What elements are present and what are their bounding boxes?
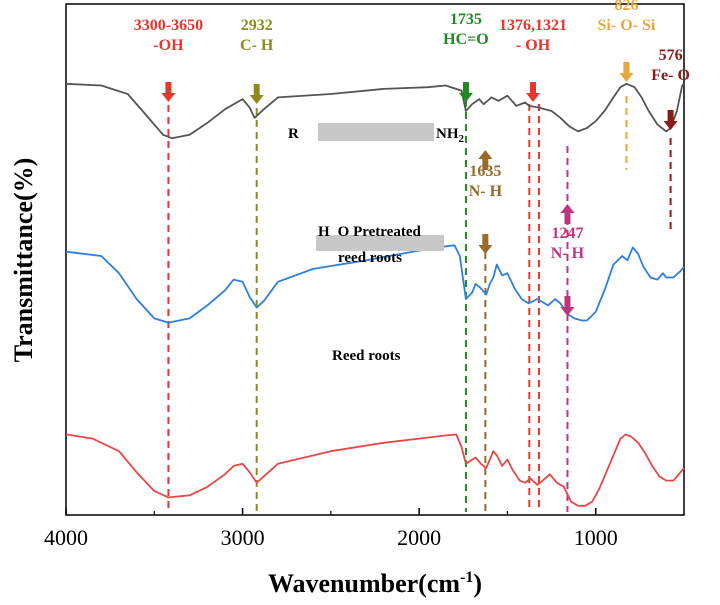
annotation-label: - OH (516, 37, 551, 54)
series-label-3: Reed roots (332, 348, 401, 364)
obscured-region (318, 123, 434, 141)
annotation-label: 576 (659, 47, 683, 64)
annotation-label: N- H (551, 245, 585, 262)
x-tick-label: 3000 (221, 525, 265, 550)
annotation-arrow (560, 296, 575, 316)
annotation-label: N- H (469, 183, 503, 200)
annotation-arrow (663, 110, 678, 130)
plot-frame (65, 3, 685, 516)
annotation-arrow (478, 150, 493, 170)
obscured-regions (316, 123, 444, 251)
annotation-label: -OH (153, 37, 184, 54)
series-line-2 (65, 244, 685, 324)
series-label-1-suffix: NH2 (436, 126, 465, 145)
annotation-label: 1247 (551, 225, 583, 242)
x-tick-label: 1000 (574, 525, 618, 550)
series-line-3 (65, 433, 685, 507)
obscured-region (316, 235, 444, 251)
x-axis-title-close: ) (473, 569, 482, 598)
x-axis-title-main: Wavenumber(cm (268, 569, 460, 598)
x-axis-title-sup: -1 (460, 569, 473, 586)
x-tick-label: 4000 (44, 525, 88, 550)
series-lines (65, 82, 685, 507)
annotation-label: C- H (240, 37, 274, 54)
annotation-arrow (249, 84, 264, 104)
annotation-arrow (161, 82, 176, 102)
annotation-arrow (560, 204, 575, 224)
annotation-label: 1635 (469, 163, 501, 180)
series-label-2-line2: reed roots (338, 250, 402, 266)
annotation-arrow (526, 82, 541, 102)
series-labels: R NH2 H O Pretreated reed roots Reed roots (288, 126, 465, 364)
series-label-1: R (288, 126, 299, 142)
annotation-label: 3300-3650 (134, 17, 203, 34)
annotation-arrow (478, 234, 493, 254)
annotation-label: 826 (614, 0, 638, 14)
series-line-1 (65, 82, 685, 140)
annotation-label: 1376,1321 (499, 17, 567, 34)
annotation-label: Si- O- Si (598, 17, 656, 34)
annotations: 3300-3650 -OH 2932 C- H 1735 HC=O 1376,1321 - O… (134, 0, 690, 316)
annotation-arrow (458, 82, 473, 102)
x-tick-label: 2000 (397, 525, 441, 550)
annotation-label: Fe- O (651, 67, 690, 84)
annotation-dashes (167, 96, 672, 512)
annotation-arrow (619, 62, 634, 82)
annotation-label: HC=O (443, 31, 489, 48)
annotation-label: 1735 (450, 11, 482, 28)
x-axis-title: Wavenumber(cm-1) (268, 569, 482, 598)
annotation-label: 2932 (241, 17, 273, 34)
x-axis-ticks: 4000 3000 2000 1000 (44, 508, 618, 550)
y-axis-title: Transmittance(%) (9, 158, 38, 363)
